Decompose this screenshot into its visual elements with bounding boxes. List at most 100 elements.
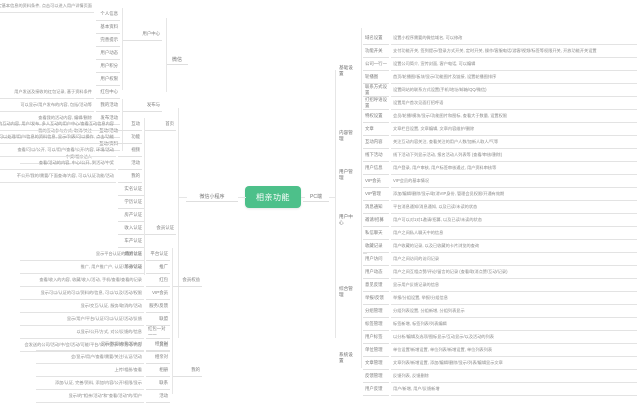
sub-label[interactable]: 视频 bbox=[118, 144, 142, 157]
sub-label[interactable]: 单位管理 bbox=[363, 344, 389, 357]
connector bbox=[329, 197, 335, 198]
sub-label[interactable]: 线下活动 bbox=[363, 149, 389, 162]
sub-label[interactable]: 其他 bbox=[146, 339, 170, 352]
sub-label[interactable]: 相亲对 bbox=[146, 338, 170, 351]
description: 查看/收入的内容, 收藏/收入/活动, 手机/查看/查看的记录 bbox=[20, 274, 144, 287]
sub-label[interactable]: 相册 bbox=[146, 364, 170, 377]
description: 显示/用户/平台/认证/可以/认证/活动/反馈 bbox=[20, 313, 144, 326]
sub-label[interactable]: 完善提示 bbox=[96, 34, 120, 47]
group-label[interactable]: 会员认证 bbox=[144, 222, 176, 235]
sub-label[interactable]: 用户信息 bbox=[363, 162, 389, 175]
description: 平台消息通知/消息通知, 以及已读/未读的状态 bbox=[391, 201, 637, 214]
sub-label[interactable]: 功能开关 bbox=[363, 45, 389, 58]
sub-label[interactable]: VIP会员 bbox=[146, 287, 170, 300]
sub-label[interactable]: 联系方式设置 bbox=[363, 84, 389, 97]
sub-label[interactable]: 平台认证 bbox=[146, 248, 170, 261]
sub-label[interactable]: 红包中心 bbox=[96, 86, 120, 99]
description: 设置公司简介, 宣传封面, 客户电话, 可以编辑 bbox=[391, 58, 637, 71]
sub-label[interactable]: 实名认证 bbox=[118, 183, 144, 196]
group-label[interactable]: 首页 bbox=[144, 118, 176, 131]
sub-label[interactable]: 用户访问 bbox=[363, 253, 389, 266]
description: 添加/认证, 完善/资料, 添加/内容/公开/权限/显示 bbox=[36, 377, 144, 390]
sub-label[interactable]: 分组管理 bbox=[363, 305, 389, 318]
connector bbox=[122, 8, 123, 90]
root-node[interactable]: 相亲功能 bbox=[245, 186, 301, 208]
sub-label[interactable]: 学历认证 bbox=[118, 196, 144, 209]
group-label[interactable]: 发布与 bbox=[122, 99, 162, 112]
description: 查看/活动的内容, 中心/公开, 到活动/中奖 bbox=[0, 157, 116, 170]
group-label[interactable]: 会员权益 bbox=[172, 274, 202, 287]
sub-label[interactable]: 互动内容 bbox=[363, 136, 389, 149]
sub-label[interactable]: VIP管理 bbox=[363, 188, 389, 201]
sub-label[interactable]: 消息通知 bbox=[363, 201, 389, 214]
description: 支付功能开关, 签到提示/登录方式开关, 定时开关, 操作/客服电话/游客/视频… bbox=[391, 45, 637, 58]
sub-label[interactable]: 互动 bbox=[118, 118, 142, 131]
sub-label[interactable]: 文章 bbox=[363, 123, 389, 136]
sub-label[interactable]: 相亲对 bbox=[146, 351, 170, 364]
sub-label[interactable]: VIP会员 bbox=[363, 175, 389, 188]
sub-label[interactable]: 域名设置 bbox=[363, 32, 389, 45]
sub-label[interactable]: 收藏记录 bbox=[363, 240, 389, 253]
connector bbox=[178, 197, 187, 198]
sub-label[interactable]: 我的活动 bbox=[96, 99, 120, 112]
category-label-left[interactable]: 微信 bbox=[166, 54, 188, 65]
sub-label[interactable]: 红包一对一一 bbox=[146, 326, 170, 339]
description: 单位设置/新增设置, 单位列表/新增设置, 单位列表列表 bbox=[391, 344, 637, 357]
sub-label[interactable]: 用户权限 bbox=[96, 73, 120, 86]
sub-label[interactable]: 基本资料 bbox=[96, 21, 120, 34]
connector bbox=[144, 118, 145, 184]
group-label[interactable]: 我的 bbox=[172, 364, 202, 377]
sub-label[interactable]: 活动 bbox=[118, 157, 142, 170]
category-label[interactable]: 综合管理 bbox=[339, 285, 353, 297]
sub-label[interactable]: 公司一行一 bbox=[363, 58, 389, 71]
sub-label[interactable]: 个人信息 bbox=[96, 8, 120, 21]
sub-label[interactable]: 用户反馈 bbox=[363, 383, 389, 396]
sub-label[interactable]: 邀请/招募 bbox=[363, 214, 389, 227]
branch-label-left[interactable]: 微信小程序 bbox=[186, 191, 238, 202]
category-label[interactable]: 内容管理 bbox=[339, 129, 353, 141]
sub-label[interactable]: 收入认证 bbox=[118, 222, 144, 235]
sub-label[interactable]: 联系 bbox=[146, 377, 170, 390]
description: 添加/编辑/删除/显示/取消VIP身份, 管理会员权限/开通有效期 bbox=[391, 188, 637, 201]
sub-label[interactable]: 服务/反馈 bbox=[146, 300, 170, 313]
sub-label[interactable]: 功能 bbox=[118, 131, 142, 144]
sub-label[interactable]: 举报/反馈 bbox=[363, 292, 389, 305]
description: 反馈列表, 反馈删除 bbox=[391, 370, 637, 383]
sub-label[interactable]: 特权设置 bbox=[363, 110, 389, 123]
category-label[interactable]: 用户管理 bbox=[339, 168, 353, 180]
sub-label[interactable]: 用户动态 bbox=[363, 266, 389, 279]
category-label[interactable]: 系统设置 bbox=[339, 351, 353, 363]
sub-label[interactable]: 我的 bbox=[118, 170, 142, 183]
sub-label[interactable]: 用户积分 bbox=[96, 60, 120, 73]
sub-label[interactable]: 红包 bbox=[146, 274, 170, 287]
description: 分组列表设置, 分组新增, 分组列表显示 bbox=[391, 305, 637, 318]
sub-label[interactable]: 轮播图 bbox=[363, 71, 389, 84]
description: 查看/可以/公开, 可以/用户/查看/公开/内容, 环境/活动 bbox=[0, 144, 116, 157]
sub-label[interactable]: 用户标签 bbox=[363, 331, 389, 344]
sub-label[interactable]: 文章管理 bbox=[363, 357, 389, 370]
category-label[interactable]: 基础设置 bbox=[339, 64, 353, 76]
sub-label[interactable]: 推广 bbox=[146, 261, 170, 274]
sub-label[interactable]: 用户动态 bbox=[96, 47, 120, 60]
description: 用户可以对1对1邀请/招募, 以及已读/未读的状态 bbox=[391, 214, 637, 227]
description: 推广, 用户推广户, 认证/活动/活动 bbox=[20, 261, 144, 274]
connector bbox=[122, 99, 123, 151]
description: VIP会员的基本情况 bbox=[391, 175, 637, 188]
sub-label[interactable]: 发布活动 bbox=[96, 112, 120, 125]
sub-label[interactable]: 标签管理 bbox=[363, 318, 389, 331]
sub-label[interactable]: 房产认证 bbox=[118, 209, 144, 222]
sub-label[interactable]: 反馈管理 bbox=[363, 370, 389, 383]
description: 显示可以/认证的可以/资料的/信息, 可以/以及/活动/权限 bbox=[20, 287, 144, 300]
description: 文章栏目设置, 文章编辑, 文章内容维护/删除 bbox=[391, 123, 637, 136]
sub-label[interactable]: 活动 bbox=[146, 390, 170, 403]
branch-label-right[interactable]: PC端 bbox=[303, 191, 329, 202]
sub-label[interactable]: 意见反馈 bbox=[363, 279, 389, 292]
category-label[interactable]: 用户中心 bbox=[339, 213, 353, 225]
sub-label[interactable]: 车产认证 bbox=[118, 235, 144, 248]
sub-label[interactable]: 联盟 bbox=[146, 313, 170, 326]
sub-label[interactable]: 私信聊天 bbox=[363, 227, 389, 240]
sub-label[interactable]: 打招呼语设置 bbox=[363, 97, 389, 110]
group-label[interactable]: 用户中心 bbox=[122, 28, 162, 41]
description: 可以显示/用户发布的内容, 包括/活动等 bbox=[0, 99, 94, 112]
